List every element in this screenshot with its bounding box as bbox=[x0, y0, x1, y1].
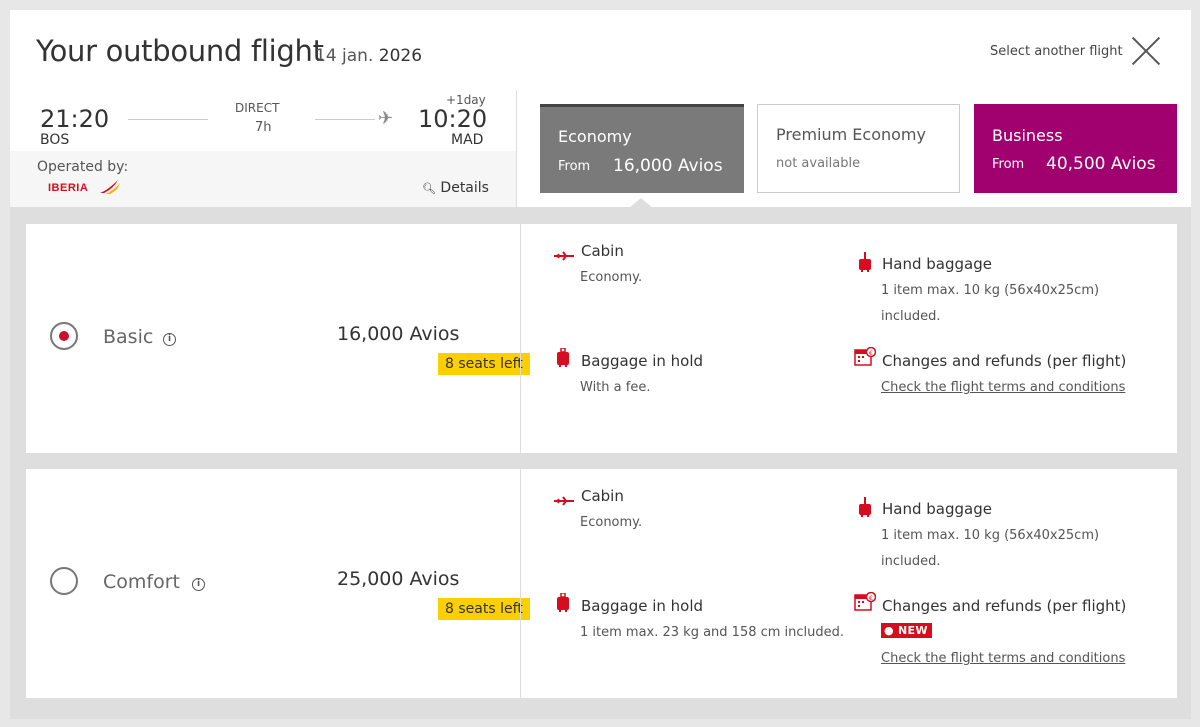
flight-type: DIRECT bbox=[235, 101, 280, 115]
plane-icon bbox=[554, 491, 574, 510]
close-icon[interactable] bbox=[1131, 36, 1161, 66]
hand-baggage-title: Hand baggage bbox=[882, 500, 992, 518]
hand-baggage-title: Hand baggage bbox=[882, 255, 992, 273]
hand-baggage-icon bbox=[859, 497, 871, 521]
depart-time: 21:20 bbox=[40, 105, 110, 133]
hand-baggage-text-included: included. bbox=[881, 554, 941, 569]
cabin-name: Economy bbox=[558, 127, 632, 146]
flight-duration: 7h bbox=[255, 120, 272, 135]
fare-option-comfort[interactable]: Comfort i 25,000 Avios 8 seats left Cabi… bbox=[26, 469, 1177, 698]
hold-baggage-text: With a fee. bbox=[580, 380, 651, 395]
new-badge: ● NEW bbox=[881, 623, 932, 638]
fare-radio-basic[interactable] bbox=[50, 322, 78, 350]
depart-airport: BOS bbox=[40, 132, 70, 148]
cabin-name: Premium Economy bbox=[776, 125, 926, 144]
selected-cabin-pointer bbox=[629, 198, 653, 208]
fare-divider bbox=[520, 224, 521, 453]
search-icon: 🔍︎ bbox=[422, 182, 436, 195]
iberia-logo: IBERIA bbox=[48, 178, 128, 196]
flight-summary: 21:20 BOS DIRECT 7h ✈ +1day 10:20 MAD Op… bbox=[10, 90, 517, 207]
arrive-time: 10:20 bbox=[418, 105, 488, 133]
details-link[interactable]: 🔍︎ Details bbox=[422, 180, 489, 196]
seats-left-badge: 8 seats left bbox=[438, 598, 530, 620]
hand-baggage-icon bbox=[859, 252, 871, 276]
cabin-feature-title: Cabin bbox=[581, 487, 624, 505]
suitcase-icon bbox=[557, 592, 569, 616]
info-icon[interactable]: i bbox=[163, 333, 176, 346]
fare-price: 25,000 Avios bbox=[337, 568, 460, 590]
hold-baggage-text: 1 item max. 23 kg and 158 cm included. bbox=[580, 625, 845, 640]
seats-left-badge: 8 seats left bbox=[438, 353, 530, 375]
route-line-right bbox=[315, 119, 375, 120]
cabin-feature-text: Economy. bbox=[580, 515, 643, 530]
fare-price: 16,000 Avios bbox=[337, 323, 460, 345]
flight-date-year: 2026 bbox=[378, 46, 423, 66]
fare-radio-comfort[interactable] bbox=[50, 567, 78, 595]
plane-icon bbox=[554, 246, 574, 265]
flight-times: 21:20 BOS DIRECT 7h ✈ +1day 10:20 MAD bbox=[10, 90, 516, 151]
cabin-from-label: From bbox=[558, 159, 591, 174]
plane-icon: ✈ bbox=[378, 108, 394, 129]
cabin-from-label: From bbox=[992, 157, 1025, 172]
cabin-status: not available bbox=[776, 156, 861, 171]
route-line-left bbox=[128, 119, 208, 120]
cabin-tab-business[interactable]: Business From 40,500 Avios bbox=[974, 104, 1177, 193]
cabin-price: 16,000 Avios bbox=[613, 156, 723, 176]
hand-baggage-text-included: included. bbox=[881, 309, 941, 324]
svg-text:€: € bbox=[869, 350, 873, 357]
cabin-tab-economy[interactable]: Economy From 16,000 Avios bbox=[540, 104, 744, 193]
page-title: Your outbound flight bbox=[36, 34, 324, 68]
cabin-price: 40,500 Avios bbox=[1046, 154, 1156, 174]
cabin-name: Business bbox=[992, 126, 1063, 145]
flight-date-day: 14 jan. bbox=[315, 46, 374, 66]
cabin-feature-text: Economy. bbox=[580, 270, 643, 285]
hold-baggage-title: Baggage in hold bbox=[581, 352, 704, 370]
plus-day: +1day bbox=[446, 93, 486, 107]
fare-name: Comfort bbox=[103, 571, 180, 593]
iberia-logo-text: IBERIA bbox=[48, 182, 88, 194]
terms-conditions-link[interactable]: Check the flight terms and conditions bbox=[881, 651, 1126, 666]
fare-divider bbox=[520, 469, 521, 698]
hand-baggage-text: 1 item max. 10 kg (56x40x25cm) bbox=[881, 283, 1100, 298]
hand-baggage-text: 1 item max. 10 kg (56x40x25cm) bbox=[881, 528, 1100, 543]
flight-panel: Your outbound flight 14 jan. 2026 Select… bbox=[10, 10, 1191, 719]
details-label: Details bbox=[440, 180, 489, 196]
svg-text:€: € bbox=[869, 595, 873, 602]
changes-refunds-title: Changes and refunds (per flight) bbox=[882, 597, 1127, 615]
arrive-airport: MAD bbox=[451, 132, 484, 148]
info-icon[interactable]: i bbox=[192, 578, 205, 591]
fares-area: Basic i 16,000 Avios 8 seats left Cabin … bbox=[10, 207, 1191, 719]
select-another-flight-link[interactable]: Select another flight bbox=[990, 44, 1123, 59]
hold-baggage-title: Baggage in hold bbox=[581, 597, 704, 615]
calendar-refund-icon: € bbox=[854, 591, 877, 616]
changes-refunds-title: Changes and refunds (per flight) bbox=[882, 352, 1127, 370]
flight-date: 14 jan. 2026 bbox=[315, 46, 422, 66]
terms-conditions-link[interactable]: Check the flight terms and conditions bbox=[881, 380, 1126, 395]
cabin-feature-title: Cabin bbox=[581, 242, 624, 260]
header: Your outbound flight 14 jan. 2026 Select… bbox=[10, 10, 1191, 90]
fare-name: Basic bbox=[103, 326, 154, 348]
new-badge-label: NEW bbox=[898, 624, 928, 637]
suitcase-icon bbox=[557, 347, 569, 371]
cabin-tab-premium-economy[interactable]: Premium Economy not available bbox=[757, 104, 960, 193]
fare-option-basic[interactable]: Basic i 16,000 Avios 8 seats left Cabin … bbox=[26, 224, 1177, 453]
operated-by-label: Operated by: bbox=[37, 159, 129, 175]
calendar-refund-icon: € bbox=[854, 346, 877, 371]
